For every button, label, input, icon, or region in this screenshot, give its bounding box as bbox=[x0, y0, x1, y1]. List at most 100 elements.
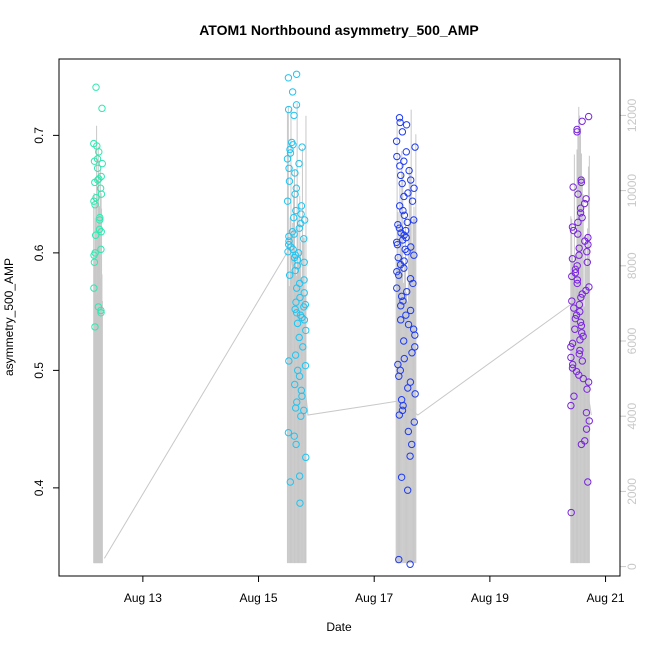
data-point bbox=[576, 346, 584, 355]
data-point bbox=[395, 555, 403, 564]
data-point bbox=[410, 251, 418, 259]
x-tick-label: Aug 17 bbox=[355, 591, 393, 605]
data-point bbox=[291, 305, 299, 313]
data-point bbox=[93, 164, 102, 172]
data-point bbox=[399, 206, 407, 215]
data-point bbox=[577, 440, 586, 449]
data-point bbox=[410, 418, 418, 426]
data-point bbox=[98, 159, 106, 168]
data-point bbox=[576, 336, 584, 344]
data-point bbox=[567, 343, 575, 351]
data-point bbox=[90, 251, 98, 259]
y2-tick-label: 12000 bbox=[625, 98, 639, 132]
data-point bbox=[284, 74, 293, 82]
data-point bbox=[395, 114, 404, 122]
y-tick-label: 0.6 bbox=[32, 244, 46, 261]
data-point bbox=[97, 228, 105, 236]
data-point bbox=[97, 190, 106, 198]
y2-tick-label: 10000 bbox=[625, 174, 639, 208]
data-point bbox=[396, 118, 404, 127]
data-point bbox=[582, 425, 591, 433]
data-point bbox=[402, 121, 411, 129]
data-point bbox=[91, 323, 99, 331]
data-point bbox=[299, 343, 307, 351]
data-point bbox=[284, 248, 292, 256]
data-point bbox=[577, 293, 585, 302]
data-point bbox=[575, 244, 583, 252]
data-point bbox=[573, 279, 581, 288]
data-point bbox=[571, 314, 580, 323]
data-point bbox=[295, 372, 304, 380]
data-point bbox=[393, 152, 401, 161]
data-point bbox=[90, 258, 99, 266]
data-point bbox=[410, 216, 418, 224]
data-point bbox=[578, 357, 587, 365]
data-point bbox=[395, 372, 403, 380]
data-point bbox=[583, 248, 591, 256]
data-point bbox=[393, 240, 402, 249]
data-point bbox=[393, 284, 401, 292]
data-point bbox=[400, 264, 408, 272]
points-layer bbox=[90, 70, 593, 568]
data-point bbox=[91, 231, 100, 239]
data-point bbox=[569, 226, 578, 235]
data-point bbox=[404, 427, 413, 436]
data-point bbox=[289, 213, 298, 222]
data-point bbox=[576, 318, 585, 326]
data-point bbox=[95, 148, 103, 156]
data-point bbox=[571, 325, 579, 333]
data-point bbox=[408, 349, 416, 357]
data-point bbox=[300, 406, 308, 415]
data-point bbox=[397, 171, 405, 180]
data-point bbox=[567, 401, 575, 410]
data-point bbox=[571, 265, 580, 274]
data-point bbox=[578, 117, 586, 125]
data-point bbox=[393, 267, 401, 276]
data-point bbox=[575, 350, 584, 358]
data-point bbox=[406, 306, 415, 315]
y2-tick-label: 8000 bbox=[625, 252, 639, 279]
data-point bbox=[295, 472, 304, 480]
data-point bbox=[297, 202, 306, 210]
data-point bbox=[407, 176, 415, 184]
data-point bbox=[568, 339, 577, 348]
data-point bbox=[302, 326, 310, 335]
y2-tick-label: 6000 bbox=[625, 327, 639, 354]
data-point bbox=[411, 143, 419, 151]
data-point bbox=[285, 232, 293, 241]
data-point bbox=[90, 284, 98, 292]
data-point bbox=[573, 276, 582, 284]
data-point bbox=[300, 276, 308, 284]
data-point bbox=[296, 499, 304, 507]
data-point bbox=[398, 128, 407, 136]
data-point bbox=[568, 255, 577, 263]
data-point bbox=[288, 88, 297, 96]
y-tick-label: 0.4 bbox=[32, 479, 46, 496]
data-point bbox=[291, 190, 299, 198]
data-point bbox=[298, 143, 306, 151]
data-point bbox=[403, 287, 411, 296]
data-point bbox=[411, 343, 419, 351]
data-point bbox=[394, 220, 402, 229]
data-point bbox=[411, 331, 419, 339]
data-point bbox=[284, 428, 293, 437]
data-point bbox=[400, 231, 408, 239]
data-point bbox=[286, 149, 295, 157]
data-point bbox=[395, 224, 404, 232]
data-point bbox=[403, 218, 412, 227]
x-tick-label: Aug 21 bbox=[587, 591, 625, 605]
data-point bbox=[285, 177, 294, 185]
data-point bbox=[292, 101, 301, 109]
data-point bbox=[297, 219, 305, 228]
data-point bbox=[392, 137, 401, 145]
data-point bbox=[585, 417, 593, 425]
data-point bbox=[398, 179, 406, 188]
data-point bbox=[409, 279, 417, 288]
data-point bbox=[403, 486, 412, 494]
data-point bbox=[90, 197, 98, 205]
data-point bbox=[576, 209, 585, 217]
data-point bbox=[570, 392, 578, 400]
data-point bbox=[295, 333, 303, 342]
data-point bbox=[410, 184, 418, 192]
data-point bbox=[292, 440, 300, 449]
